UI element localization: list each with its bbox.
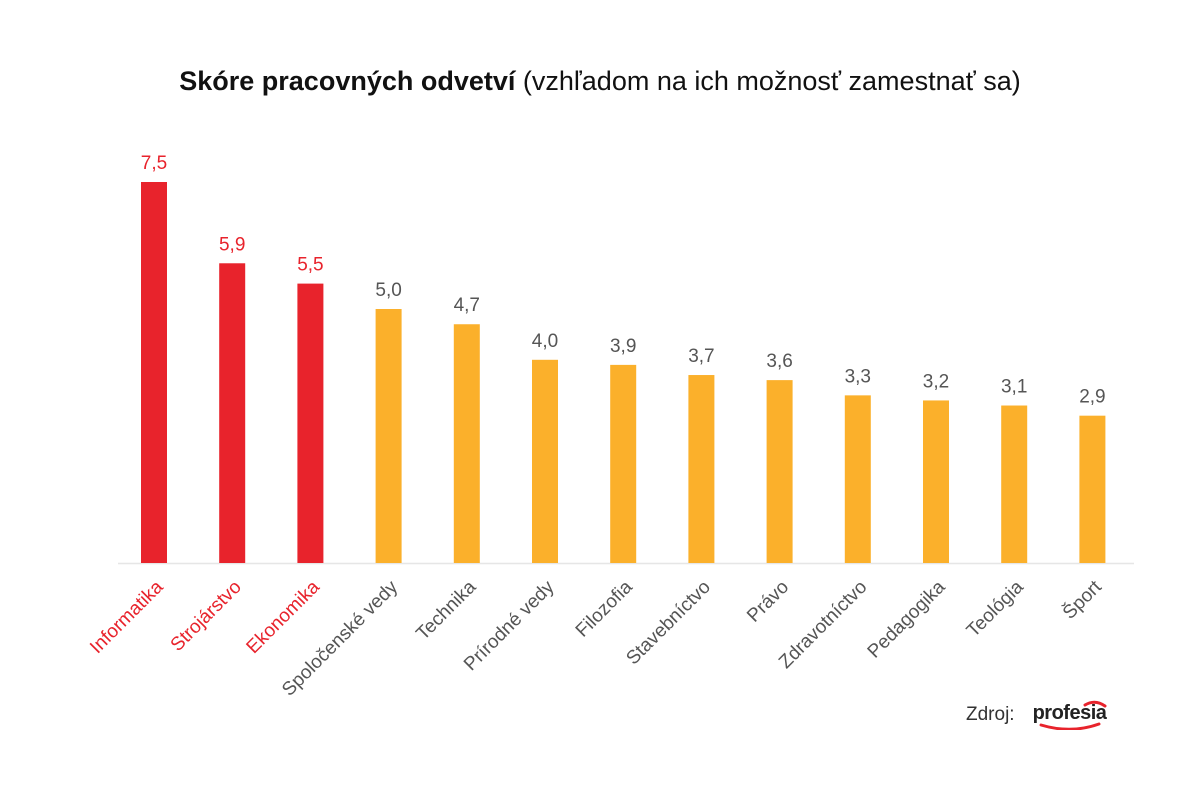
category-label-7: Filozofia: [572, 576, 637, 641]
data-label-2: 5,9: [219, 234, 245, 255]
logo-swoosh-icon: [1039, 700, 1107, 730]
chart-title: Skóre pracovných odvetví (vzhľadom na ic…: [0, 66, 1200, 97]
bar-7: [610, 364, 637, 563]
chart-title-subtitle: (vzhľadom na ich možnosť zamestnať sa): [522, 66, 1021, 96]
bar-3: [297, 283, 324, 563]
bar-6: [532, 359, 558, 563]
bar-13: [1079, 415, 1106, 563]
category-label-9: Právo: [743, 577, 793, 627]
bar-11: [923, 400, 949, 563]
data-label-13: 2,9: [1079, 387, 1105, 408]
source-label: Zdroj:: [966, 704, 1015, 725]
logo-text: profesia: [1032, 702, 1107, 724]
category-label-2: Strojárstvo: [167, 577, 246, 656]
category-label-11: Pedagogika: [864, 576, 950, 662]
data-label-3: 5,5: [297, 255, 323, 276]
data-label-9: 3,6: [766, 351, 792, 372]
data-label-1: 7,5: [141, 153, 167, 174]
data-label-4: 5,0: [375, 280, 401, 301]
data-label-6: 4,0: [532, 331, 558, 352]
bar-9: [766, 380, 793, 563]
source-attribution: Zdroj: profesia: [966, 700, 1107, 730]
bar-5: [453, 324, 480, 563]
bar-12: [1001, 405, 1028, 563]
category-label-1: Informatika: [86, 576, 168, 658]
bar-4: [375, 309, 402, 563]
profesia-logo: profesia: [1033, 700, 1107, 730]
category-label-5: Technika: [412, 576, 480, 644]
data-label-7: 3,9: [610, 336, 636, 357]
category-label-3: Ekonomika: [243, 576, 325, 658]
category-label-13: Šport: [1058, 575, 1106, 623]
bar-10: [844, 395, 871, 563]
bar-2: [219, 263, 246, 563]
data-label-12: 3,1: [1001, 377, 1027, 398]
category-label-8: Stavebníctvo: [622, 577, 715, 670]
bar-8: [688, 375, 715, 563]
data-label-10: 3,3: [845, 366, 871, 387]
data-label-5: 4,7: [454, 295, 480, 316]
category-label-12: Teológia: [963, 576, 1028, 641]
bar-1: [141, 182, 167, 563]
data-label-11: 3,2: [923, 371, 949, 392]
data-label-8: 3,7: [688, 346, 714, 367]
chart-title-bold: Skóre pracovných odvetví: [179, 66, 516, 96]
